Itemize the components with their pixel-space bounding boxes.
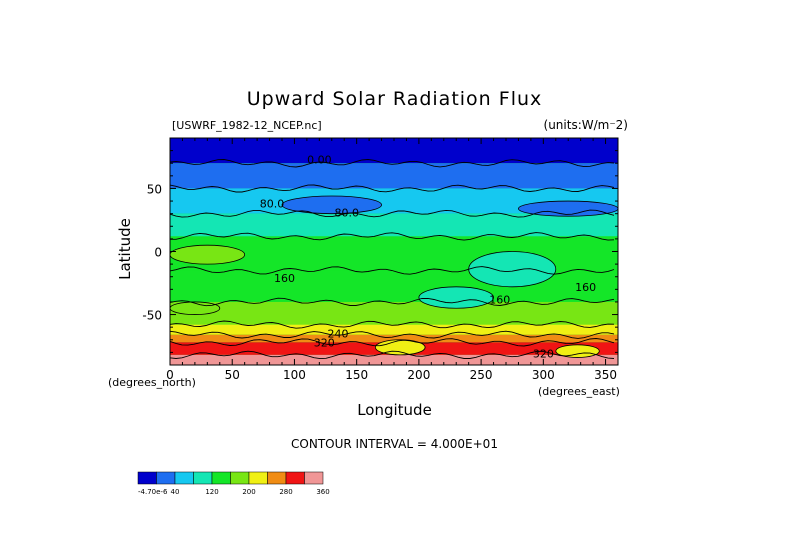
colorbar-tick-label: 40 — [171, 488, 180, 496]
contour-line — [169, 297, 615, 307]
x-tick-label: 350 — [594, 368, 617, 382]
source-file-label: [USWRF_1982-12_NCEP.nc] — [172, 119, 322, 132]
colorbar-swatch — [285, 471, 305, 485]
x-tick-label: 0 — [166, 368, 174, 382]
contour-line — [169, 159, 615, 168]
x2-units-label: (degrees_east) — [538, 385, 620, 398]
x-units-label: (degrees_north) — [108, 376, 196, 389]
colorbar-tick-label: 280 — [279, 488, 292, 496]
contour-label: 0.00 — [307, 153, 332, 166]
contour-line — [169, 232, 615, 241]
contour-label: 160 — [575, 281, 596, 294]
heatmap-band — [170, 354, 618, 365]
x-tick-label: 250 — [470, 368, 493, 382]
heatmap-band — [170, 301, 618, 325]
x-tick-label: 150 — [345, 368, 368, 382]
colorbar-tick-label: -4.70e-6 — [138, 488, 168, 496]
contour-line — [169, 338, 615, 347]
heatmap-patch — [468, 251, 557, 288]
contour-label: 160 — [274, 272, 295, 285]
heatmap-patch — [169, 301, 221, 315]
chart-title: Upward Solar Radiation Flux — [246, 88, 543, 110]
contour-line — [169, 320, 615, 329]
heatmap-patch — [281, 195, 382, 215]
contour-line — [169, 350, 615, 360]
contour-label: 240 — [328, 327, 349, 340]
x-tick-label: 50 — [225, 368, 240, 382]
units-label: (units:W/m⁻2) — [543, 118, 628, 132]
y-tick-label: 50 — [147, 182, 162, 196]
colorbar-swatch — [230, 471, 250, 485]
contour-line — [169, 330, 615, 339]
contour-line — [169, 184, 615, 193]
colorbar-swatch — [137, 471, 157, 485]
contour-interval-label: CONTOUR INTERVAL = 4.000E+01 — [291, 437, 498, 451]
colorbar-swatch — [174, 471, 194, 485]
x-tick-label: 200 — [407, 368, 430, 382]
colorbar-swatch — [193, 471, 213, 485]
heatmap-patch — [555, 344, 600, 358]
heatmap-patch — [169, 244, 246, 265]
colorbar-swatch — [156, 471, 176, 485]
colorbar-tick-label: 200 — [242, 488, 255, 496]
colorbar-swatch — [211, 471, 231, 485]
heatmap-band — [170, 163, 618, 189]
y-tick-label: -50 — [142, 309, 162, 323]
contour-label: 80.0 — [334, 206, 359, 219]
contour-label: 320 — [533, 348, 554, 361]
x-tick-label: 300 — [532, 368, 555, 382]
colorbar-swatch — [304, 471, 324, 485]
heatmap-band — [170, 138, 618, 164]
contour-line — [169, 266, 615, 275]
heatmap-band — [170, 324, 618, 335]
colorbar-tick-label: 360 — [316, 488, 329, 496]
colorbar-swatch — [248, 471, 268, 485]
heatmap-patch — [418, 286, 494, 309]
y-axis-label: Latitude — [116, 218, 134, 280]
heatmap-band — [170, 334, 618, 343]
y-tick-label: 0 — [154, 246, 162, 260]
contour-line — [169, 209, 615, 218]
x-axis-label: Longitude — [357, 401, 432, 419]
heatmap-band — [170, 213, 618, 237]
colorbar-tick-label: 120 — [205, 488, 218, 496]
contour-label: 320 — [314, 336, 335, 349]
x-tick-label: 100 — [283, 368, 306, 382]
colorbar-swatch — [267, 471, 287, 485]
contour-label: 160 — [489, 293, 510, 306]
contour-label: 80.0 — [260, 198, 285, 211]
